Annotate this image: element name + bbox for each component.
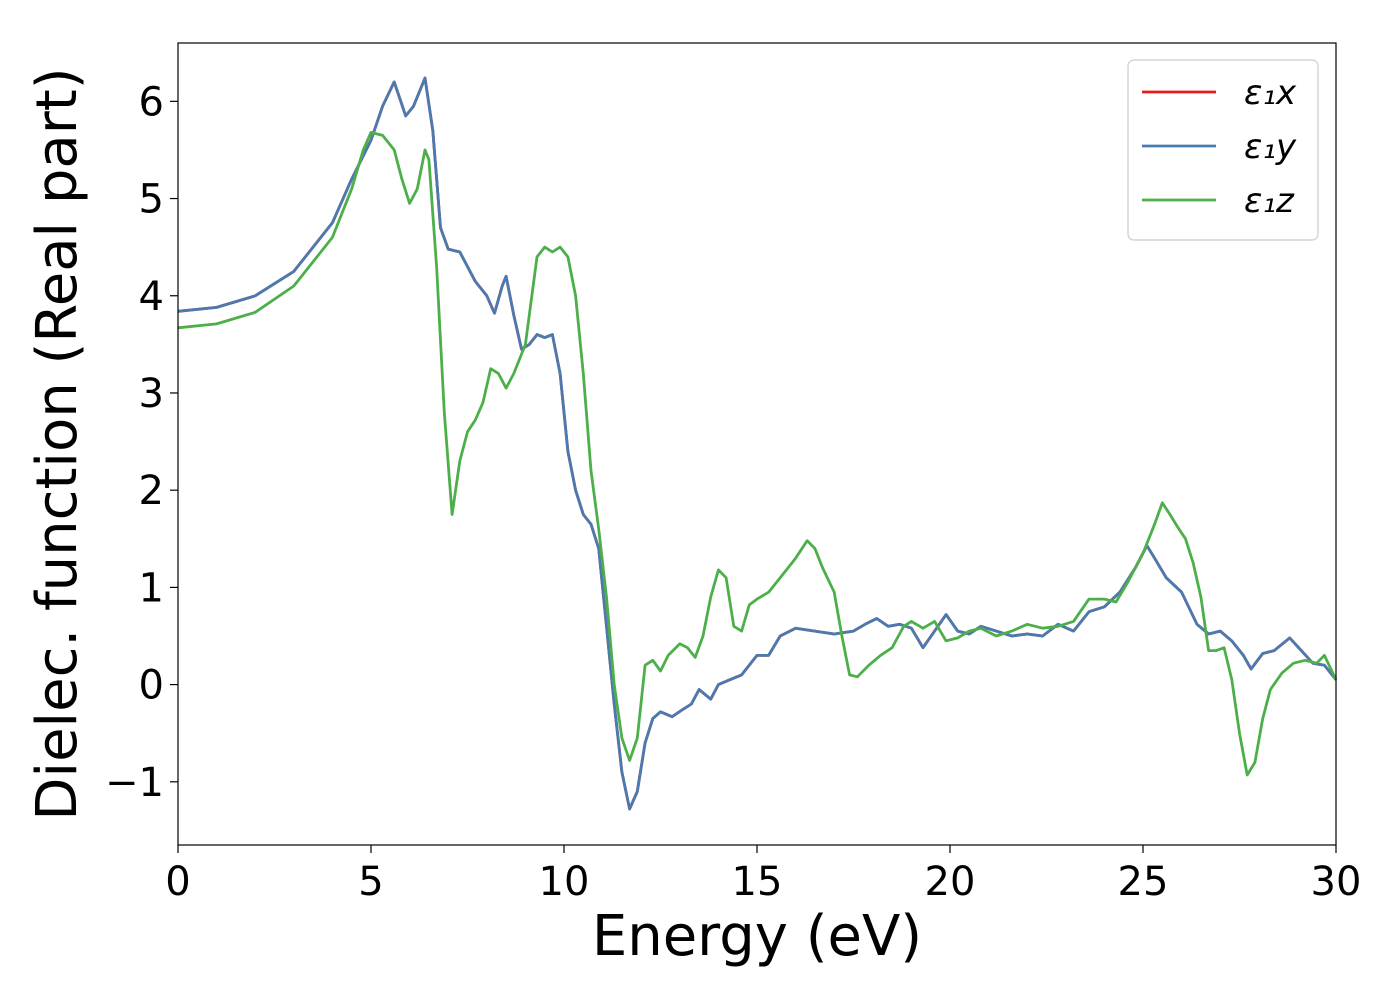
series-lines bbox=[177, 76, 1338, 811]
x-tick-label: 0 bbox=[165, 859, 190, 905]
y-tick-label: 2 bbox=[139, 468, 164, 514]
x-tick-label: 30 bbox=[1311, 859, 1362, 905]
x-tick-label: 25 bbox=[1118, 859, 1169, 905]
legend-label: ε₁z bbox=[1244, 181, 1295, 221]
legend: ε₁x ε₁y ε₁z bbox=[1127, 59, 1319, 241]
x-tick-label: 20 bbox=[925, 859, 976, 905]
y-tick-label: 6 bbox=[139, 79, 164, 125]
x-tick-label: 15 bbox=[732, 859, 783, 905]
axis-ticks: 0 5 10 15 20 25 30 −1 0 1 2 3 4 5 6 bbox=[105, 79, 1361, 905]
legend-label: ε₁x bbox=[1244, 73, 1297, 113]
y-axis-title: Dielec. function (Real part) bbox=[25, 67, 90, 820]
y-tick-label: −1 bbox=[105, 760, 164, 806]
x-tick-label: 10 bbox=[539, 859, 590, 905]
y-tick-label: 0 bbox=[139, 663, 164, 709]
y-tick-label: 3 bbox=[139, 371, 164, 417]
legend-label: ε₁y bbox=[1244, 127, 1297, 167]
y-tick-label: 4 bbox=[139, 274, 164, 320]
x-axis-title: Energy (eV) bbox=[592, 904, 922, 969]
legend-box bbox=[1127, 59, 1319, 241]
x-tick-label: 5 bbox=[358, 859, 383, 905]
y-tick-label: 5 bbox=[139, 177, 164, 223]
plot-frame bbox=[177, 42, 1337, 846]
y-tick-label: 1 bbox=[139, 565, 164, 611]
series-line-3 bbox=[177, 131, 1338, 777]
series-line-2 bbox=[177, 76, 1338, 811]
